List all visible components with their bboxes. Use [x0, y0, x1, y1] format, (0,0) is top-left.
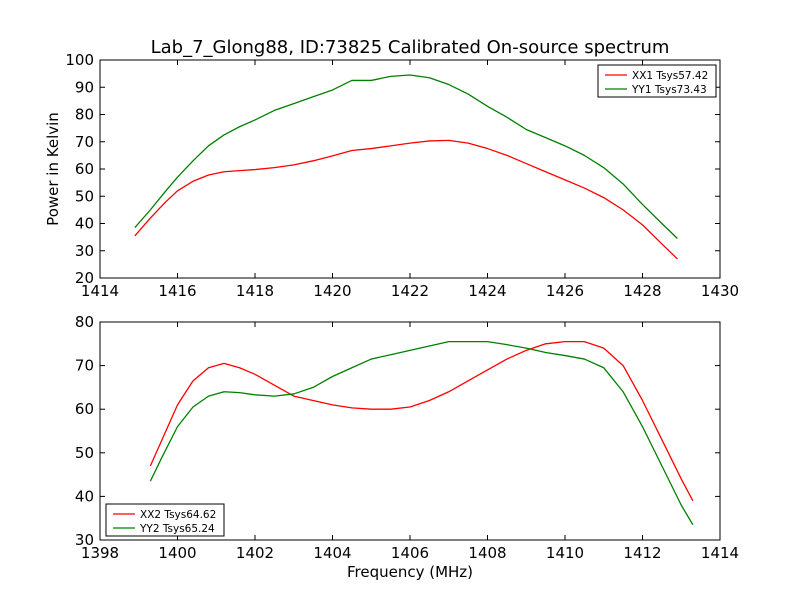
- top-y-tick-label: 90: [75, 78, 94, 96]
- top-legend-label: XX1 Tsys57.42: [632, 70, 708, 82]
- bottom-panel: 1398 1400 1402 1404 1406 1408 1410 1412 1414 30 40…: [75, 313, 739, 562]
- bottom-x-tick-label: 1398: [81, 544, 119, 562]
- y-axis-label: Power in Kelvin: [44, 112, 62, 226]
- top-x-tick-label: 1422: [391, 282, 429, 300]
- top-y-tick-label: 50: [75, 187, 94, 205]
- bottom-y-tick-label: 30: [75, 531, 94, 549]
- top-y-tick-label: 20: [75, 269, 94, 287]
- top-panel: 1414 1416 1418 1420 1422 1424 1426 1428 1430 20 30…: [65, 51, 739, 300]
- bottom-series-2-line: [149, 340, 694, 526]
- top-x-tick-label: 1428: [623, 282, 661, 300]
- top-x-tick-label: 1420: [313, 282, 351, 300]
- bottom-x-tick-label: 1410: [546, 544, 584, 562]
- bottom-x-tick-label: 1404: [313, 544, 351, 562]
- bottom-y-tick-label: 50: [75, 444, 94, 462]
- top-x-tick-label: 1426: [546, 282, 584, 300]
- top-x-tick-label: 1430: [701, 282, 739, 300]
- bottom-x-tick-label: 1414: [701, 544, 739, 562]
- top-x-tick-label: 1416: [158, 282, 196, 300]
- bottom-y-tick-label: 80: [75, 313, 94, 331]
- bottom-legend-label: YY2 Tsys65.24: [139, 523, 215, 535]
- top-series-2-line: [134, 74, 678, 239]
- bottom-x-tick-label: 1402: [236, 544, 274, 562]
- top-x-tick-label: 1418: [236, 282, 274, 300]
- bottom-x-tick-label: 1400: [158, 544, 196, 562]
- bottom-x-tick-label: 1408: [468, 544, 506, 562]
- bottom-legend-label: XX2 Tsys64.62: [140, 509, 216, 521]
- top-series-1-line: [134, 139, 678, 260]
- bottom-x-tick-label: 1406: [391, 544, 429, 562]
- top-y-tick-label: 80: [75, 106, 94, 124]
- top-y-tick-label: 70: [75, 133, 94, 151]
- bottom-y-tick-label: 60: [75, 400, 94, 418]
- bottom-y-tick-label: 40: [75, 487, 94, 505]
- top-x-tick-label: 1414: [81, 282, 119, 300]
- top-y-tick-label: 60: [75, 160, 94, 178]
- top-x-tick-label: 1424: [468, 282, 506, 300]
- top-y-tick-label: 40: [75, 215, 94, 233]
- bottom-y-tick-label: 70: [75, 357, 94, 375]
- top-y-tick-label: 100: [65, 51, 94, 69]
- top-legend: XX1 Tsys57.42 YY1 Tsys73.43: [597, 64, 717, 98]
- bottom-legend: XX2 Tsys64.62 YY2 Tsys65.24: [105, 503, 225, 537]
- x-axis-label: Frequency (MHz): [347, 563, 473, 581]
- top-legend-label: YY1 Tsys73.43: [631, 84, 707, 96]
- bottom-x-tick-label: 1412: [623, 544, 661, 562]
- bottom-series-1-line: [149, 340, 694, 502]
- figure-title: Lab_7_Glong88, ID:73825 Calibrated On-so…: [151, 37, 670, 58]
- top-y-tick-label: 30: [75, 242, 94, 260]
